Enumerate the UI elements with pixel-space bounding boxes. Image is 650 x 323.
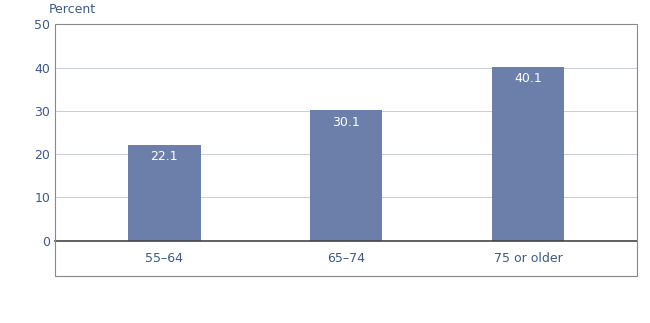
Bar <box>310 110 382 241</box>
Text: 55–64: 55–64 <box>146 252 183 265</box>
Text: 75 or older: 75 or older <box>493 252 562 265</box>
Text: 30.1: 30.1 <box>332 116 360 129</box>
Bar <box>128 145 201 241</box>
Text: 22.1: 22.1 <box>151 150 178 163</box>
Text: 65 or older        35.0 percent spent 95 percent or more of their food expenditu: 65 or older 35.0 percent spent 95 percen… <box>10 299 593 312</box>
Text: 40.1: 40.1 <box>514 72 542 85</box>
Text: 65–74: 65–74 <box>327 252 365 265</box>
Bar <box>491 67 564 241</box>
Text: Percent: Percent <box>49 3 96 16</box>
